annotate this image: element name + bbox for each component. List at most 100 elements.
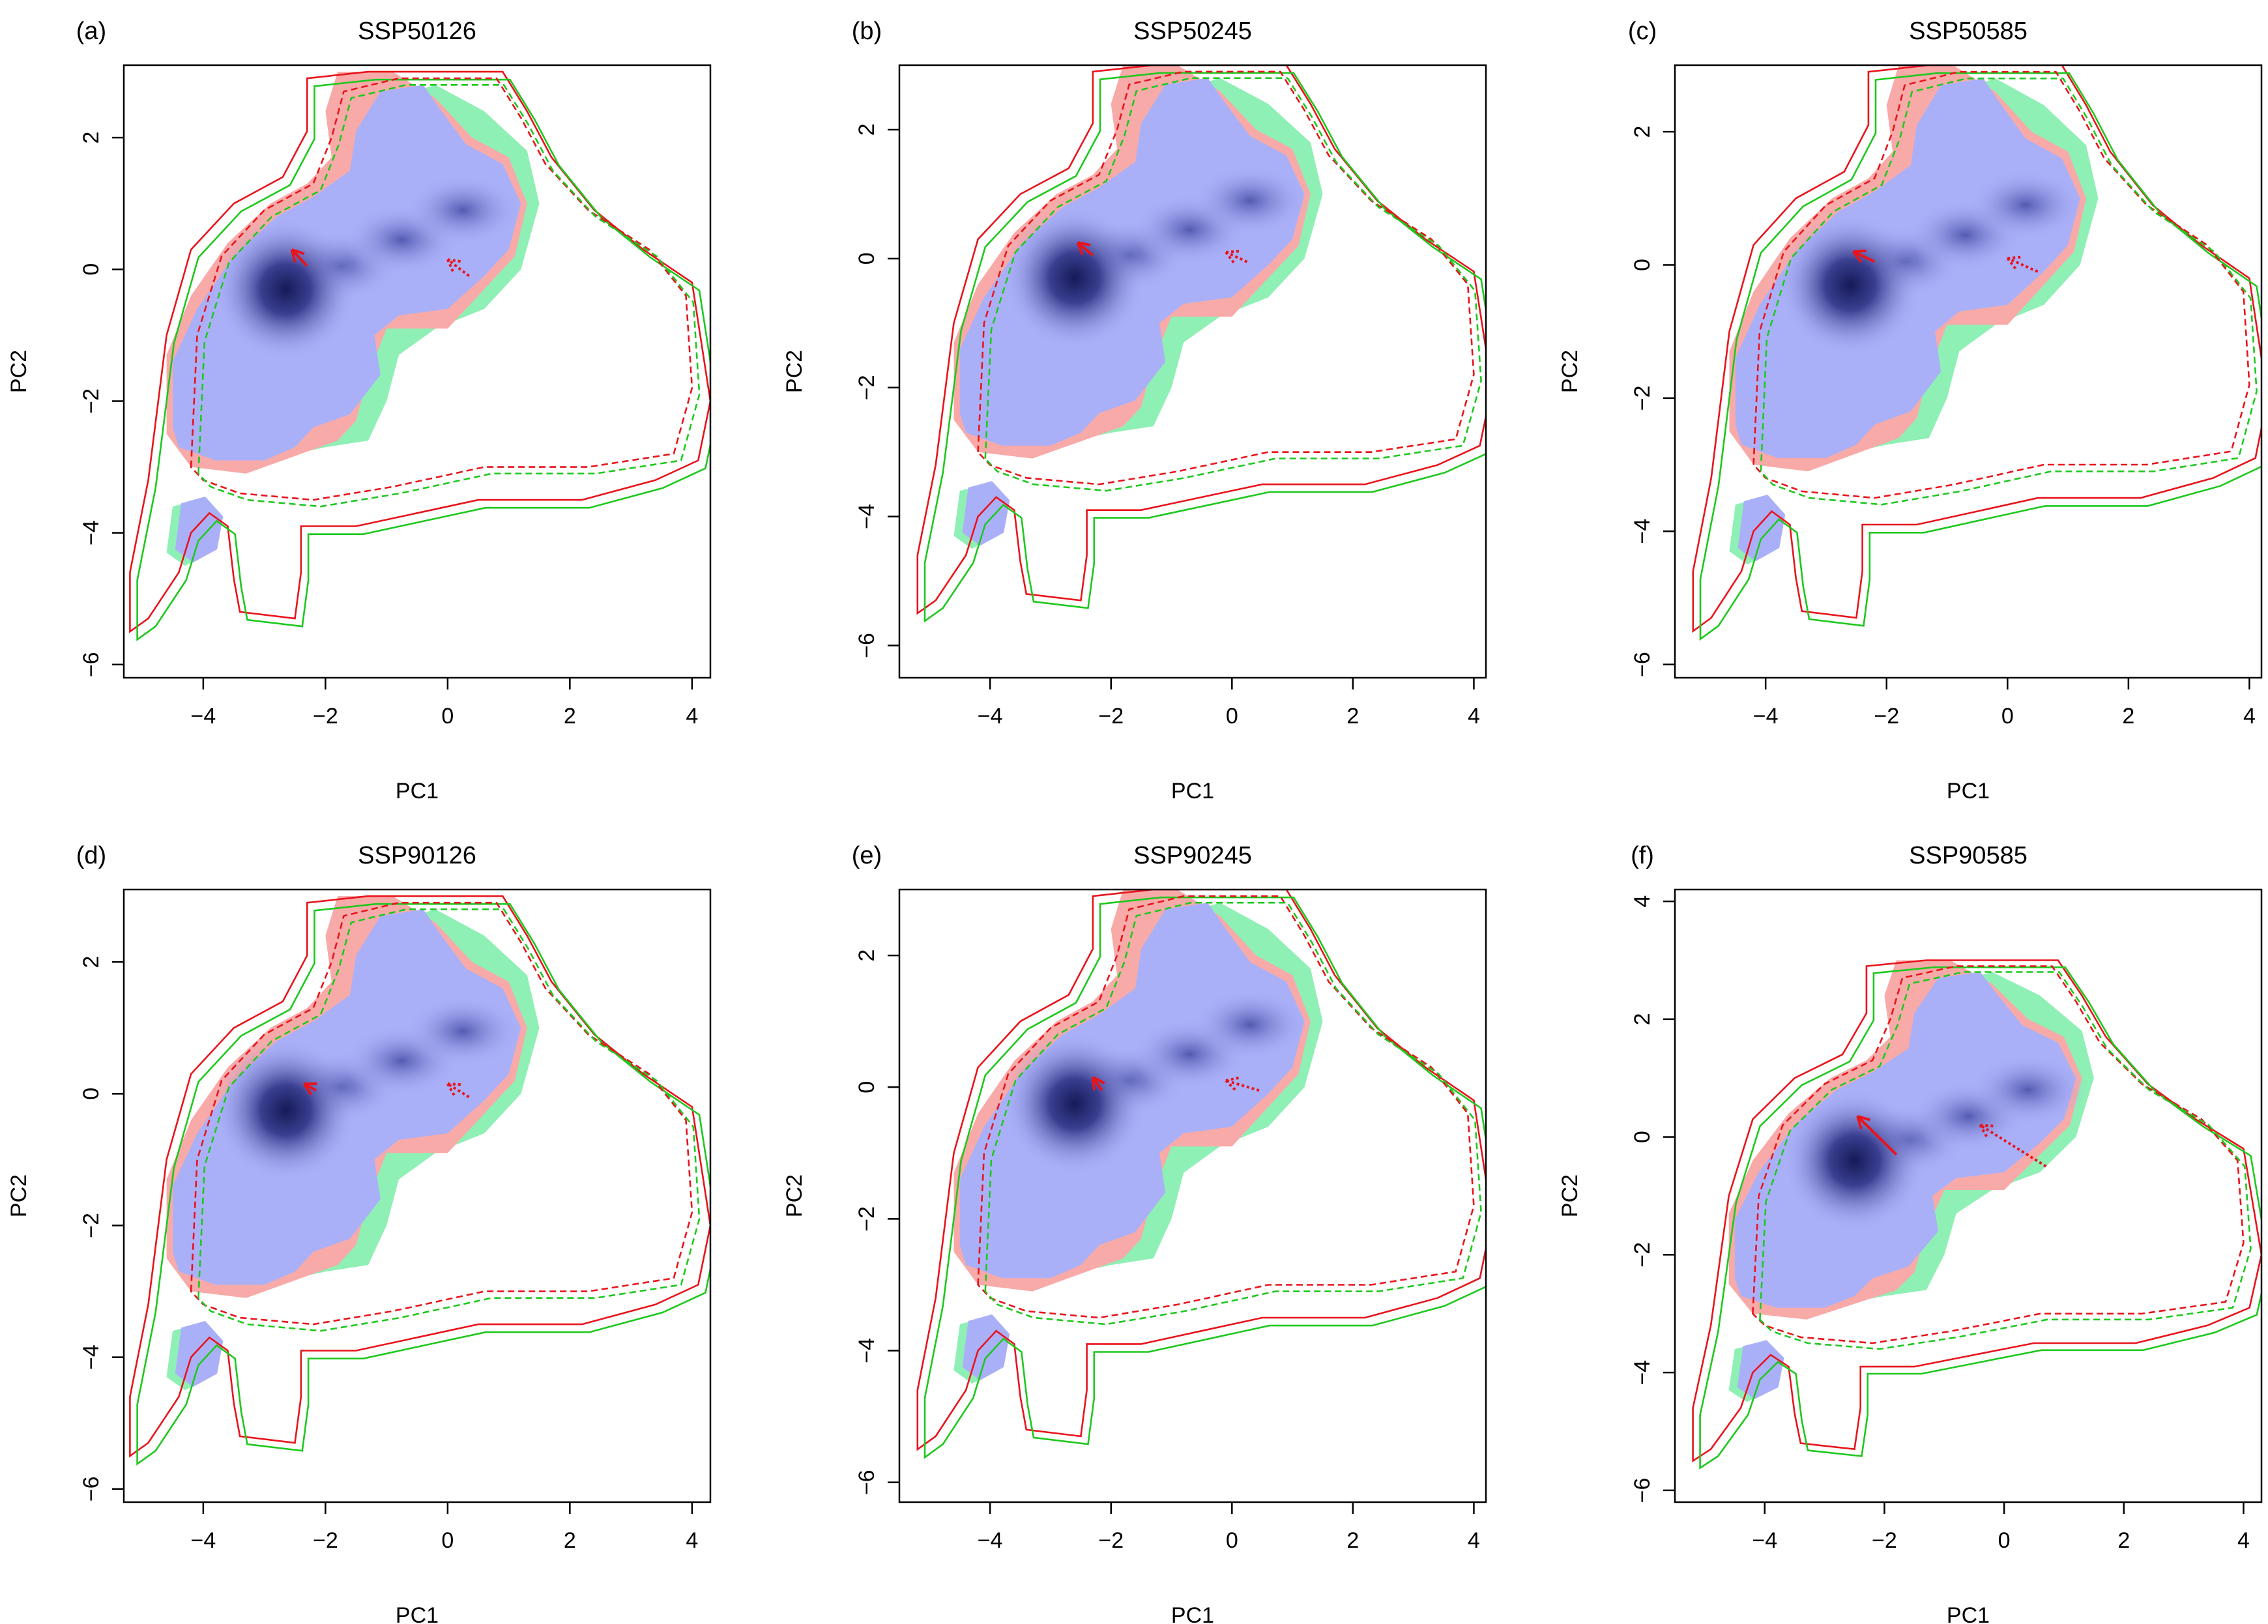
panel-letter-6: (f) <box>1631 842 1654 869</box>
panel-letter-4: (d) <box>76 842 106 869</box>
y-tick-label-1-5: 2 <box>79 132 104 144</box>
y-tick-label-3-5: 2 <box>1630 126 1655 138</box>
panel-2: −4 −2 0 2 4 −6 −4 −2 0 2 PC1 PC2 SSP50245 (b) <box>782 18 1487 804</box>
y-tick-label-2-5: 2 <box>854 123 879 136</box>
y-tick-label-2-2: −4 <box>854 504 879 529</box>
present-envelope-inner-contour-5 <box>977 895 1475 1319</box>
plot-area-5 <box>916 890 1486 1459</box>
present-envelope-inner-contour-6 <box>1752 965 2245 1344</box>
present-envelope-contour-5 <box>916 890 1486 1451</box>
density-peak-1 <box>214 217 358 361</box>
y-tick-label-3-3: −2 <box>1630 385 1655 411</box>
y-tick-label-6-3: −2 <box>1630 1242 1655 1268</box>
x-axis-label-3: PC1 <box>1947 779 1990 804</box>
y-tick-label-5-5: 2 <box>854 950 879 962</box>
x-tick-label-4-4: 2 <box>564 1528 576 1553</box>
panel-1: −4 −2 0 2 4 −6 −4 −2 0 2 PC1 PC2 SSP50126 (a) <box>7 18 712 804</box>
x-tick-label-3-4: 2 <box>2122 704 2134 729</box>
overlap-patch-2 <box>962 481 1010 546</box>
x-tick-label-6-4: 2 <box>2117 1528 2130 1553</box>
panel-letter-3: (c) <box>1628 18 1657 45</box>
plot-frame-6 <box>1674 888 2263 1503</box>
x-tick-label-1-3: 0 <box>441 704 454 729</box>
x-tick-label-6-1: −4 <box>1752 1528 1777 1553</box>
y-tick-label-6-2: −4 <box>1630 1360 1655 1385</box>
x-tick-label-3-2: −2 <box>1874 704 1899 729</box>
x-tick-label-5-2: −2 <box>1098 1528 1124 1553</box>
plot-area-4 <box>129 895 710 1466</box>
fundamental-centroid-arrow-2 <box>1225 250 1248 264</box>
present-envelope-contour-1 <box>129 70 710 633</box>
present-envelope-contour-4 <box>129 895 710 1458</box>
x-tick-label-6-2: −2 <box>1872 1528 1897 1553</box>
future-envelope-inner-contour-1 <box>197 84 701 508</box>
panel-title-6: SSP90585 <box>1909 842 2028 869</box>
x-axis-label-4: PC1 <box>396 1603 439 1624</box>
y-tick-label-3-4: 0 <box>1630 259 1655 271</box>
overlap-patch-5 <box>962 1314 1010 1380</box>
realized-centroid-arrow-6 <box>1856 1115 1898 1156</box>
panel-3: −4 −2 0 2 4 −6 −4 −2 0 2 PC1 PC2 SSP50585 (c) <box>1558 18 2263 804</box>
x-tick-label-4-5: 4 <box>686 1528 698 1553</box>
overlap-patch-4 <box>175 1321 224 1387</box>
density-peak-6 <box>1782 1088 1926 1232</box>
x-axis-label-1: PC1 <box>396 779 439 804</box>
present-envelope-contour-3 <box>1692 65 2261 633</box>
x-tick-label-3-1: −4 <box>1753 704 1779 729</box>
present-envelope-inner-contour-2 <box>977 70 1475 486</box>
y-axis-label-6: PC2 <box>1558 1174 1582 1217</box>
y-tick-label-4-3: −2 <box>79 1213 104 1238</box>
y-tick-label-4-4: 0 <box>79 1088 104 1100</box>
future-envelope-contour-3 <box>1699 72 2261 641</box>
panel-letter-1: (a) <box>76 18 106 45</box>
y-tick-label-3-1: −6 <box>1630 652 1655 677</box>
y-tick-label-5-1: −6 <box>854 1470 879 1495</box>
future-envelope-inner-contour-6 <box>1759 971 2252 1350</box>
plot-frame-3 <box>1674 64 2263 679</box>
future-envelope-contour-5 <box>923 896 1486 1459</box>
density-peak-2 <box>1003 206 1147 350</box>
fundamental-centroid-arrow-5 <box>1225 1076 1260 1092</box>
density-ridge-3-3 <box>1967 169 2085 241</box>
x-tick-label-2-1: −4 <box>978 704 1003 729</box>
future-envelope-contour-2 <box>923 72 1486 623</box>
present-envelope-inner-contour-4 <box>190 901 693 1326</box>
plot-area-1 <box>129 70 710 641</box>
y-tick-label-2-4: 0 <box>854 252 879 265</box>
x-tick-label-3-3: 0 <box>2001 704 2014 729</box>
plot-frame-5 <box>898 888 1487 1503</box>
x-tick-label-2-4: 2 <box>1346 704 1359 729</box>
y-tick-label-1-2: −4 <box>79 520 104 545</box>
fundamental-centroid-arrow-4 <box>446 1082 470 1099</box>
y-tick-label-4-2: −4 <box>79 1344 104 1370</box>
x-tick-label-6-3: 0 <box>1998 1528 2011 1553</box>
realized-centroid-arrow-4 <box>302 1082 317 1096</box>
y-tick-label-3-2: −4 <box>1630 519 1655 544</box>
panel-title-3: SSP50585 <box>1909 18 2028 45</box>
future-envelope-contour-1 <box>136 78 710 641</box>
panel-6: −4 −2 0 2 4 −6 −4 −2 0 2 4 PC1 PC2 SSP90585 (f) <box>1558 842 2263 1624</box>
x-tick-label-1-1: −4 <box>190 704 216 729</box>
x-tick-label-3-5: 4 <box>2243 704 2256 729</box>
future-envelope-contour-4 <box>136 903 710 1466</box>
panel-title-2: SSP50245 <box>1133 18 1252 45</box>
plot-area-6 <box>1692 959 2261 1470</box>
y-tick-label-1-3: −2 <box>79 388 104 414</box>
density-ridge-4-3 <box>404 995 522 1067</box>
density-ridge-6-3 <box>1969 1054 2087 1126</box>
panel-4: −4 −2 0 2 4 −6 −4 −2 0 2 PC1 PC2 SSP90126 (d) <box>7 842 712 1624</box>
future-envelope-inner-contour-3 <box>1760 78 2258 506</box>
y-axis-label-4: PC2 <box>7 1174 31 1217</box>
panel-letter-5: (e) <box>852 842 882 869</box>
x-tick-label-5-3: 0 <box>1226 1528 1238 1553</box>
overlap-patch-3 <box>1737 495 1786 562</box>
x-axis-label-6: PC1 <box>1947 1603 1990 1624</box>
realized-centroid-arrow-1 <box>290 248 308 267</box>
y-tick-label-1-1: −6 <box>79 652 104 677</box>
panel-title-5: SSP90245 <box>1133 842 1252 869</box>
present-envelope-inner-contour-3 <box>1752 70 2250 499</box>
future-envelope-inner-contour-2 <box>984 77 1482 492</box>
plot-frame-2 <box>898 64 1487 679</box>
x-tick-label-2-5: 4 <box>1468 704 1480 729</box>
